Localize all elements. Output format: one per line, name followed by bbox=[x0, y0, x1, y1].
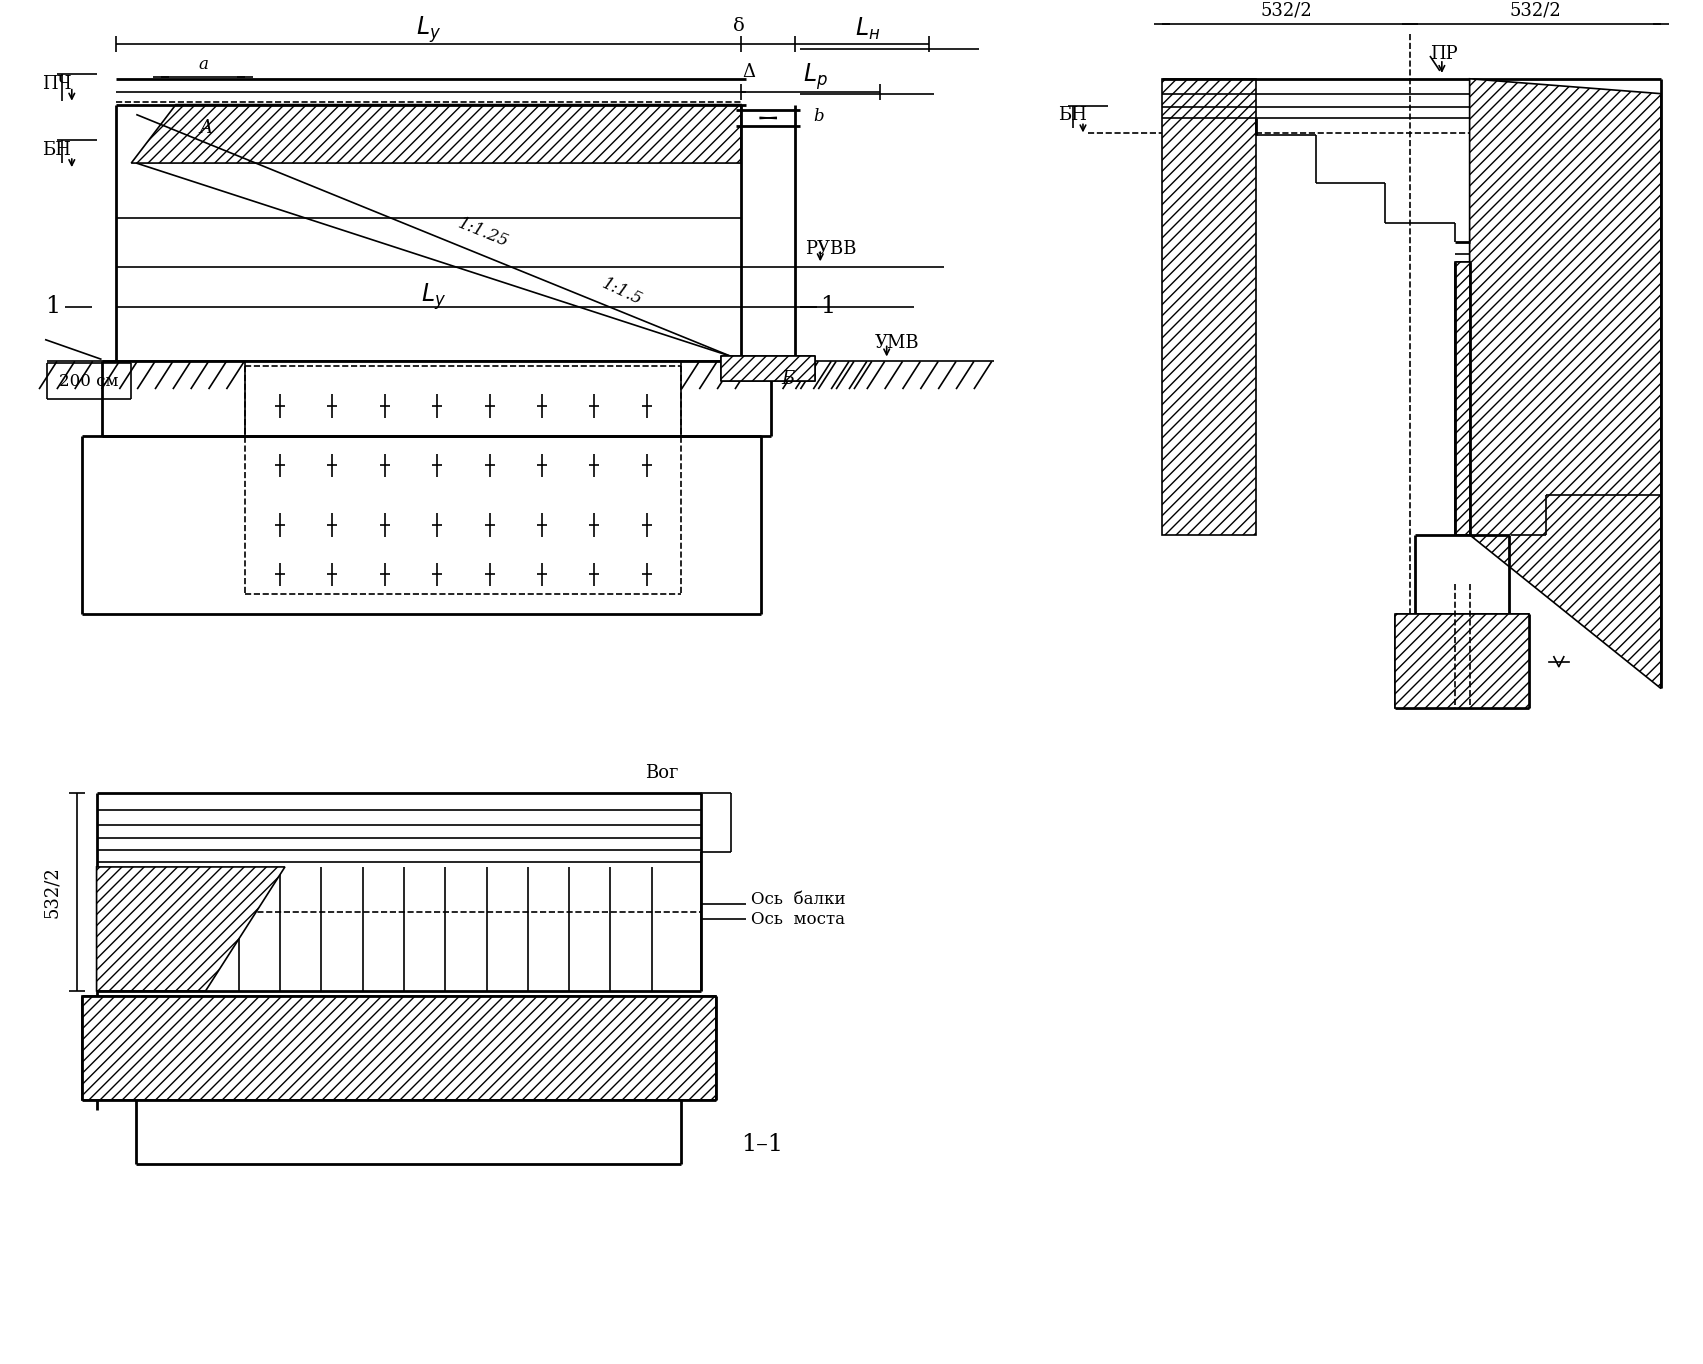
Text: 1: 1 bbox=[44, 296, 60, 318]
Text: $\mathit{L_y}$: $\mathit{L_y}$ bbox=[416, 14, 441, 45]
Text: a: a bbox=[198, 56, 208, 74]
Polygon shape bbox=[1395, 614, 1529, 708]
Text: 532/2: 532/2 bbox=[1509, 1, 1562, 19]
Text: 1:1.5: 1:1.5 bbox=[599, 276, 645, 308]
Polygon shape bbox=[82, 996, 717, 1099]
Text: Б: Б bbox=[782, 370, 794, 389]
Text: 532/2: 532/2 bbox=[43, 866, 61, 918]
Text: ПР: ПР bbox=[1431, 45, 1458, 63]
Text: A: A bbox=[199, 120, 213, 138]
Text: 1: 1 bbox=[821, 296, 836, 318]
Polygon shape bbox=[1470, 79, 1660, 689]
Text: ПЧ: ПЧ bbox=[43, 75, 72, 93]
Text: $\mathit{L_н}$: $\mathit{L_н}$ bbox=[855, 16, 880, 42]
Text: БН: БН bbox=[1058, 106, 1087, 124]
Text: 1:1.25: 1:1.25 bbox=[455, 214, 511, 251]
Text: Ось  моста: Ось моста bbox=[751, 911, 845, 928]
Text: Δ: Δ bbox=[743, 63, 756, 80]
Polygon shape bbox=[1454, 262, 1470, 535]
Text: РУВВ: РУВВ bbox=[806, 240, 857, 258]
Polygon shape bbox=[1161, 79, 1257, 535]
Text: 200 см: 200 см bbox=[60, 372, 119, 390]
Text: Ось  балки: Ось балки bbox=[751, 891, 845, 908]
Polygon shape bbox=[97, 868, 284, 990]
Bar bbox=[720, 356, 816, 381]
Text: УМВ: УМВ bbox=[875, 334, 920, 352]
Text: Вог: Вог bbox=[645, 764, 678, 782]
Text: b: b bbox=[814, 108, 824, 125]
Text: δ: δ bbox=[732, 18, 744, 35]
Polygon shape bbox=[131, 105, 741, 164]
Text: 1–1: 1–1 bbox=[741, 1133, 783, 1157]
Text: 532/2: 532/2 bbox=[1260, 1, 1311, 19]
Text: БН: БН bbox=[43, 140, 72, 160]
Text: $\mathit{L_р}$: $\mathit{L_р}$ bbox=[802, 61, 828, 93]
Text: $\mathit{L_y}$: $\mathit{L_y}$ bbox=[421, 281, 446, 312]
